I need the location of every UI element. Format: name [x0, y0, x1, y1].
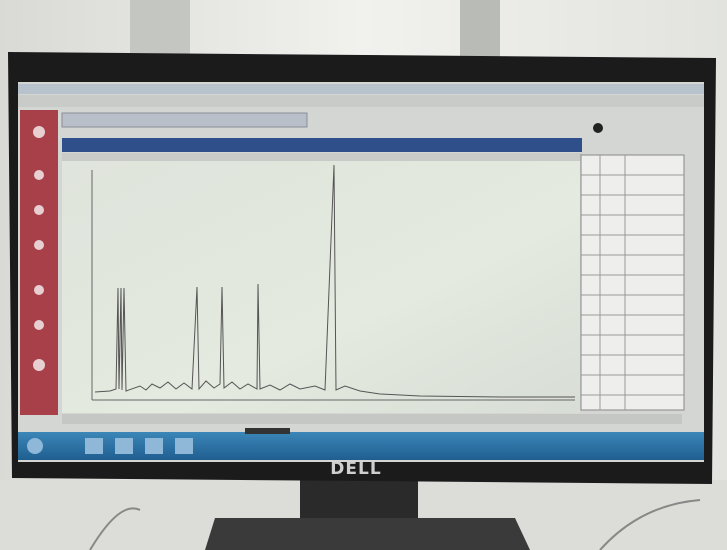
plot-area — [62, 161, 580, 413]
window-frame — [130, 0, 190, 60]
page: DELL (() => { const data = JSON.parse(do… — [0, 0, 727, 550]
monitor-base — [205, 518, 530, 550]
tab-bar — [62, 113, 307, 127]
window-frame — [460, 0, 500, 60]
plot-toolbar — [62, 153, 582, 161]
window-titlebar — [18, 84, 704, 94]
photo: DELL — [0, 0, 727, 550]
results-table — [581, 155, 684, 410]
menu-bar — [18, 95, 704, 107]
header-bar — [62, 138, 582, 152]
status-bar — [62, 414, 682, 424]
status-icon — [593, 123, 603, 133]
tooltip — [245, 428, 290, 434]
